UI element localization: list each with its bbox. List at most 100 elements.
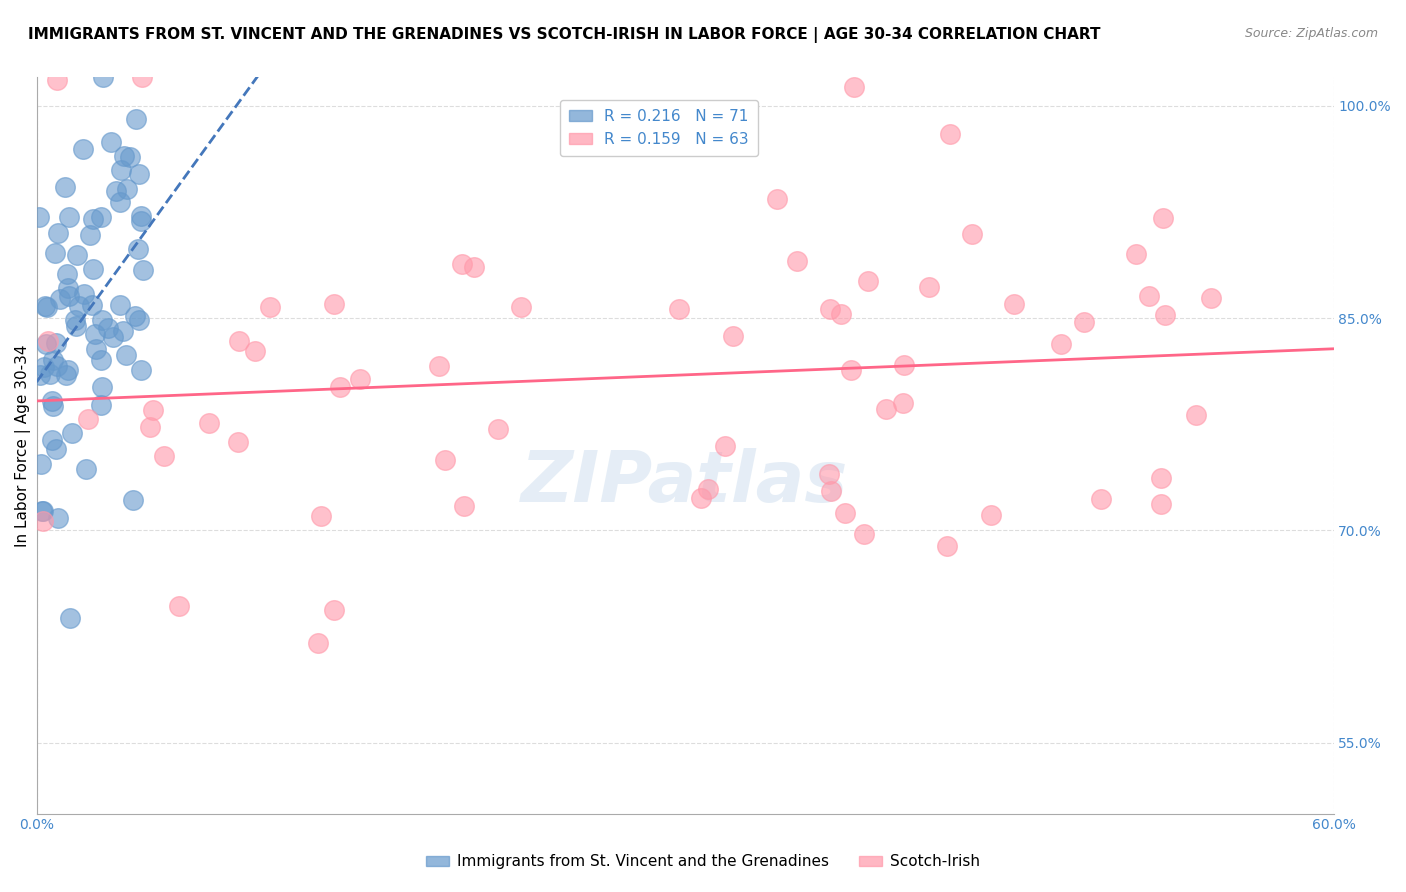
Point [37,334,59,348]
Point [91,380,114,394]
Point [1002,297,1025,311]
Point [713,439,735,453]
Point [1150,471,1173,485]
Point [427,359,450,374]
Point [122,493,145,508]
Point [97,321,120,335]
Point [30,457,52,471]
Point [226,435,249,450]
Point [48,292,70,306]
Point [90,211,112,225]
Point [689,491,711,505]
Point [76,412,98,426]
Point [124,310,146,324]
Point [125,112,148,127]
Point [91,70,114,85]
Point [453,499,475,513]
Point [918,280,941,294]
Point [243,343,266,358]
Point [28,210,51,224]
Point [349,371,371,385]
Point [108,194,131,209]
Point [818,467,841,481]
Point [45,335,67,350]
Point [32,360,55,375]
Point [721,329,744,343]
Point [129,209,152,223]
Point [1154,308,1177,322]
Point [228,334,250,348]
Point [891,396,914,410]
Point [1150,497,1173,511]
Point [1152,211,1174,225]
Point [31,504,53,518]
Point [668,301,690,316]
Point [834,506,856,520]
Point [486,422,509,436]
Point [60,425,83,440]
Point [58,289,80,303]
Legend: R = 0.216   N = 71, R = 0.159   N = 63: R = 0.216 N = 71, R = 0.159 N = 63 [560,100,758,156]
Point [79,227,101,242]
Point [1185,408,1208,422]
Legend: Immigrants from St. Vincent and the Grenadines, Scotch-Irish: Immigrants from St. Vincent and the Gren… [420,848,986,875]
Point [115,182,138,196]
Point [1199,291,1222,305]
Point [82,298,104,312]
Point [131,70,153,85]
Point [90,398,112,412]
Point [309,508,332,523]
Point [510,300,533,314]
Point [82,211,104,226]
Point [128,312,150,326]
Point [56,267,79,281]
Point [38,367,60,381]
Point [84,342,107,356]
Point [35,337,58,351]
Point [120,151,142,165]
Point [766,192,789,206]
Point [34,299,56,313]
Point [32,514,55,528]
Point [935,539,957,553]
Point [139,420,162,434]
Point [820,301,842,316]
Point [110,163,132,178]
Point [112,324,135,338]
Point [59,610,82,624]
Point [307,636,329,650]
Point [45,359,67,374]
Point [104,184,127,198]
Point [433,453,456,467]
Point [1090,492,1112,507]
Point [853,527,876,541]
Point [53,180,76,194]
Point [55,368,77,383]
Point [46,73,69,87]
Point [1050,337,1073,351]
Point [131,363,153,377]
Point [42,399,65,413]
Point [46,511,69,525]
Point [65,319,87,334]
Y-axis label: In Labor Force | Age 30-34: In Labor Force | Age 30-34 [15,344,31,547]
Point [786,254,808,268]
Point [101,330,124,344]
Point [842,79,865,94]
Point [42,352,65,367]
Point [63,313,86,327]
Point [58,210,80,224]
Point [115,348,138,362]
Point [980,508,1002,522]
Point [1125,247,1147,261]
Text: Source: ZipAtlas.com: Source: ZipAtlas.com [1244,27,1378,40]
Point [30,368,52,382]
Point [323,603,346,617]
Point [198,416,221,430]
Point [167,599,190,614]
Point [132,263,155,277]
Point [329,380,352,394]
Point [839,363,862,377]
Point [41,433,63,447]
Point [66,247,89,261]
